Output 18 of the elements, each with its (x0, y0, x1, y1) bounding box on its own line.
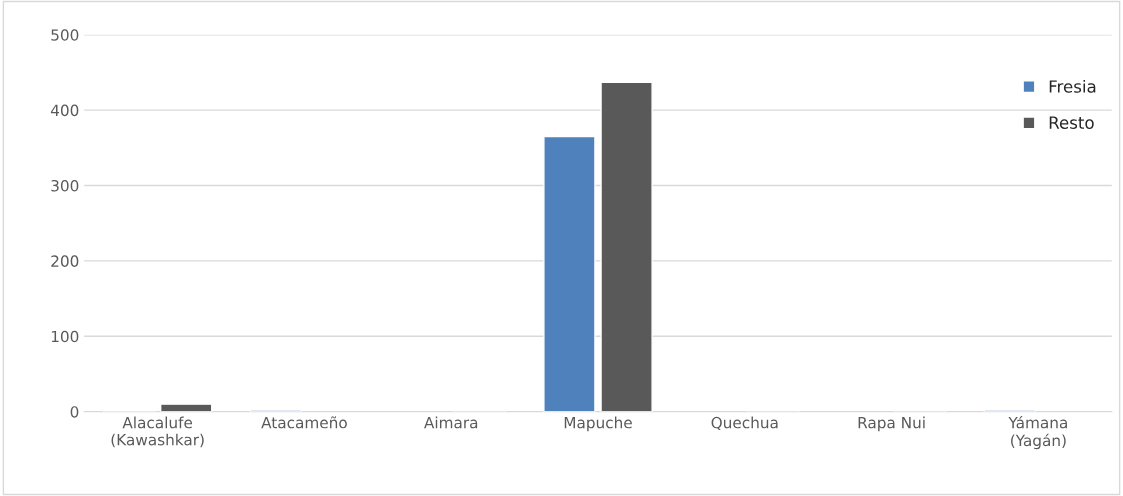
bar (543, 135, 596, 412)
x-tick-label: Quechua (711, 416, 778, 431)
y-tick-label: 200 (51, 255, 79, 267)
y-tick-label: 500 (51, 29, 79, 41)
x-tick-label: Rapa Nui (858, 416, 925, 432)
x-tick-label: Alacalufe (Kawashkar) (111, 416, 204, 448)
y-tick-label: 300 (51, 179, 79, 192)
y-tick-label: 0 (70, 406, 79, 418)
bar (159, 403, 213, 412)
x-tick-label: Aimara (424, 416, 478, 429)
legend-label: Fresia (1049, 79, 1096, 93)
x-tick-label: Mapuche (564, 416, 632, 432)
y-tick-label: 400 (50, 104, 79, 117)
bar (600, 81, 653, 412)
legend-label: Resto (1049, 116, 1094, 129)
x-tick-label: Yámana (Yagán) (1008, 415, 1067, 450)
y-tick-label: 100 (51, 330, 79, 343)
x-tick-label: Atacameño (261, 416, 347, 429)
